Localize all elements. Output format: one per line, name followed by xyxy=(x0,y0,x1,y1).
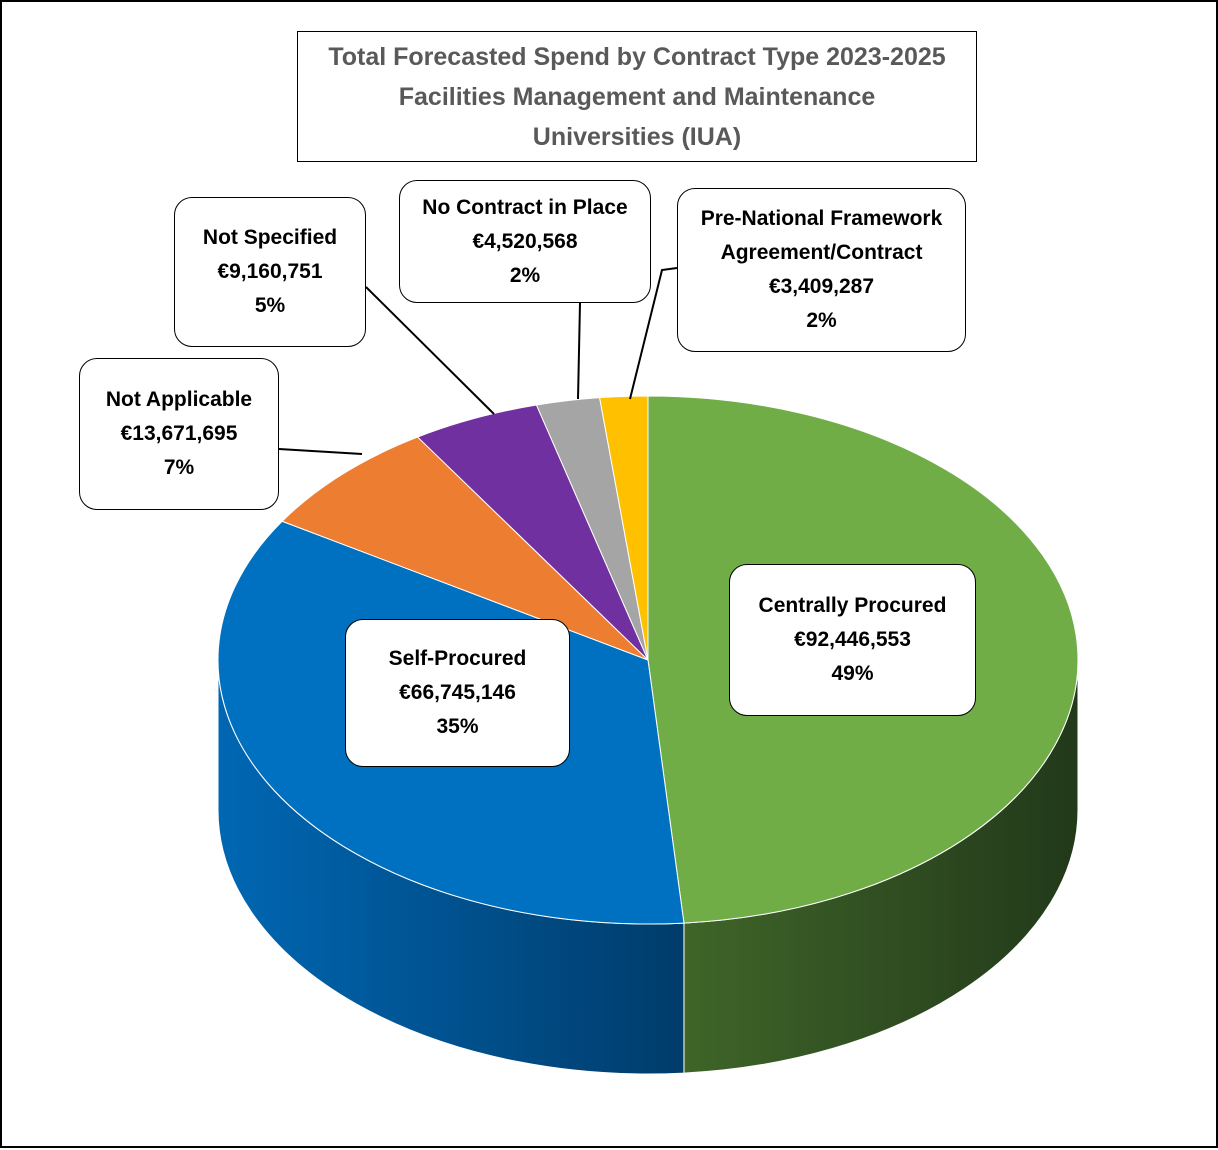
slice-percent: 49% xyxy=(831,662,874,685)
data-label-centrally-procured: Centrally Procured €92,446,553 49% xyxy=(729,564,976,716)
data-label-no-contract-in-place: No Contract in Place €4,520,568 2% xyxy=(399,180,651,303)
slice-value: €3,409,287 xyxy=(768,275,875,298)
slice-value: €9,160,751 xyxy=(217,260,323,283)
slice-percent: 2% xyxy=(509,263,541,287)
leader-line-pre-national-framework xyxy=(629,267,678,400)
data-label-pre-national-framework: Pre-National Framework Agreement/Contrac… xyxy=(677,188,966,352)
slice-name: No Contract in Place xyxy=(422,195,628,219)
slice-value: €4,520,568 xyxy=(472,229,578,253)
slice-percent: 5% xyxy=(254,294,286,317)
slice-name-line-1: Pre-National Framework xyxy=(700,207,943,230)
data-label-not-specified: Not Specified €9,160,751 5% xyxy=(174,197,366,347)
slice-value: €92,446,553 xyxy=(794,628,911,651)
slice-percent: 7% xyxy=(163,456,195,479)
leader-line-not-applicable xyxy=(278,448,363,455)
data-label-not-applicable: Not Applicable €13,671,695 7% xyxy=(79,358,279,510)
data-label-self-procured: Self-Procured €66,745,146 35% xyxy=(345,619,570,767)
slice-name: Not Specified xyxy=(202,226,338,249)
slice-percent: 35% xyxy=(436,715,479,738)
slice-name: Not Applicable xyxy=(105,388,253,411)
slice-name: Self-Procured xyxy=(388,647,527,670)
slice-value: €13,671,695 xyxy=(120,422,238,445)
slice-name: Centrally Procured xyxy=(758,594,947,617)
chart-title: Total Forecasted Spend by Contract Type … xyxy=(297,31,977,162)
pie-slice-not-applicable xyxy=(281,436,649,661)
chart-title-line-1: Total Forecasted Spend by Contract Type … xyxy=(328,42,946,71)
leader-line-no-contract-in-place xyxy=(577,302,581,400)
slice-percent: 2% xyxy=(806,309,837,332)
chart-title-line-2: Facilities Management and Maintenance xyxy=(398,82,876,111)
leader-line-not-specified xyxy=(365,286,495,415)
chart-title-line-3: Universities (IUA) xyxy=(532,122,742,151)
slice-name-line-2: Agreement/Contract xyxy=(720,241,923,264)
pie-slice-pre-national-framework-agreement-contract xyxy=(599,395,649,661)
slice-value: €66,745,146 xyxy=(399,681,516,704)
